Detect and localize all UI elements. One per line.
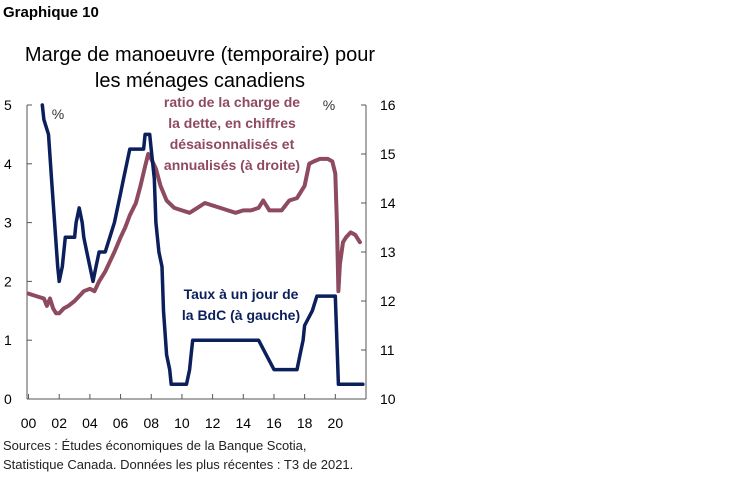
right-tick-label: 16 [380, 97, 396, 113]
sources-note: Sources : Études économiques de la Banqu… [3, 436, 353, 474]
right-tick-label: 15 [380, 146, 396, 162]
x-tick-label: 12 [205, 415, 221, 431]
policy-rate-annotation: Taux à un jour de la BdC (à gauche) [182, 286, 300, 323]
chart-label: Graphique 10 [3, 4, 99, 21]
left-axis-unit: % [52, 106, 64, 122]
debt-ratio-annotation: ratio de la charge de la dette, en chiff… [164, 94, 300, 173]
debt-annotation-line-4: annualisés (à droite) [164, 157, 300, 173]
left-axis-ticks: 0 1 2 3 4 5 [4, 97, 32, 407]
right-axis-ticks: 10 11 12 13 14 15 16 [361, 97, 396, 407]
debt-annotation-line-3: désaisonnalisés et [170, 136, 295, 152]
rate-annotation-line-1: Taux à un jour de [184, 286, 299, 302]
right-tick-label: 10 [380, 391, 396, 407]
rate-annotation-line-2: la BdC (à gauche) [182, 307, 300, 323]
right-axis-unit: % [323, 97, 335, 113]
right-tick-label: 12 [380, 293, 396, 309]
debt-service-ratio-line [26, 152, 362, 316]
left-tick-label: 2 [4, 273, 12, 289]
x-tick-label: 20 [328, 415, 344, 431]
left-tick-label: 1 [4, 332, 12, 348]
chart-title: Marge de manoeuvre (temporaire) pour les… [0, 42, 400, 94]
x-tick-label: 16 [266, 415, 282, 431]
x-tick-label: 18 [297, 415, 313, 431]
policy-rate-line [40, 103, 365, 387]
x-tick-label: 10 [174, 415, 190, 431]
sources-line-1: Sources : Études économiques de la Banqu… [3, 438, 307, 453]
left-tick-label: 4 [4, 156, 12, 172]
debt-annotation-line-2: la dette, en chiffres [168, 115, 296, 131]
left-tick-label: 5 [4, 97, 12, 113]
right-tick-label: 11 [380, 342, 395, 358]
x-tick-label: 04 [82, 415, 98, 431]
x-tick-label: 14 [235, 415, 251, 431]
left-tick-label: 3 [4, 215, 12, 231]
chart-title-line-1: Marge de manoeuvre (temporaire) pour [24, 44, 376, 66]
x-tick-label: 02 [51, 415, 67, 431]
sources-line-2: Statistique Canada. Données les plus réc… [3, 457, 354, 472]
series-layer [26, 103, 365, 387]
debt-annotation-line-1: ratio de la charge de [164, 94, 300, 110]
left-tick-label: 0 [4, 391, 12, 407]
x-axis-ticks: 00 02 04 06 08 10 12 14 16 18 20 [21, 394, 344, 431]
right-tick-label: 13 [380, 244, 396, 260]
chart-title-line-2: les ménages canadiens [94, 70, 306, 92]
right-tick-label: 14 [380, 195, 396, 211]
x-tick-label: 08 [143, 415, 159, 431]
x-tick-label: 00 [21, 415, 37, 431]
x-tick-label: 06 [113, 415, 129, 431]
